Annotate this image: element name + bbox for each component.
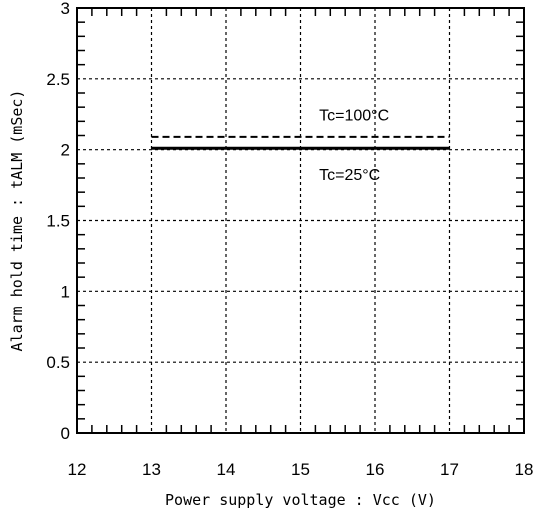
x-tick-label: 18 <box>515 460 534 479</box>
y-tick-label: 2.5 <box>46 70 70 89</box>
y-tick-label: 0 <box>61 424 70 443</box>
x-tick-label: 12 <box>68 460 87 479</box>
series-annotation: Tc=100°C <box>319 107 389 124</box>
series-annotation: Tc=25°C <box>319 167 380 184</box>
y-tick-label: 3 <box>61 0 70 18</box>
y-tick-label: 1 <box>61 282 70 301</box>
x-tick-label: 13 <box>142 460 161 479</box>
y-axis-label: Alarm hold time : tALM (mSec) <box>8 90 26 352</box>
grid <box>77 8 524 433</box>
y-tick-label: 0.5 <box>46 353 70 372</box>
x-tick-labels: 12 13 14 15 16 17 18 <box>68 460 534 479</box>
y-tick-labels: 0 0.5 1 1.5 2 2.5 3 <box>46 0 70 443</box>
x-tick-label: 17 <box>440 460 459 479</box>
series-layer <box>151 135 450 150</box>
minor-ticks <box>77 8 524 433</box>
x-tick-label: 14 <box>217 460 236 479</box>
plot-area-frame <box>76 7 525 434</box>
annotations: Tc=100°C Tc=25°C <box>319 107 389 184</box>
x-tick-label: 16 <box>366 460 385 479</box>
y-tick-label: 1.5 <box>46 212 70 231</box>
y-tick-label: 2 <box>61 141 70 160</box>
x-tick-label: 15 <box>291 460 310 479</box>
x-axis-label: Power supply voltage : Vcc (V) <box>165 491 436 509</box>
